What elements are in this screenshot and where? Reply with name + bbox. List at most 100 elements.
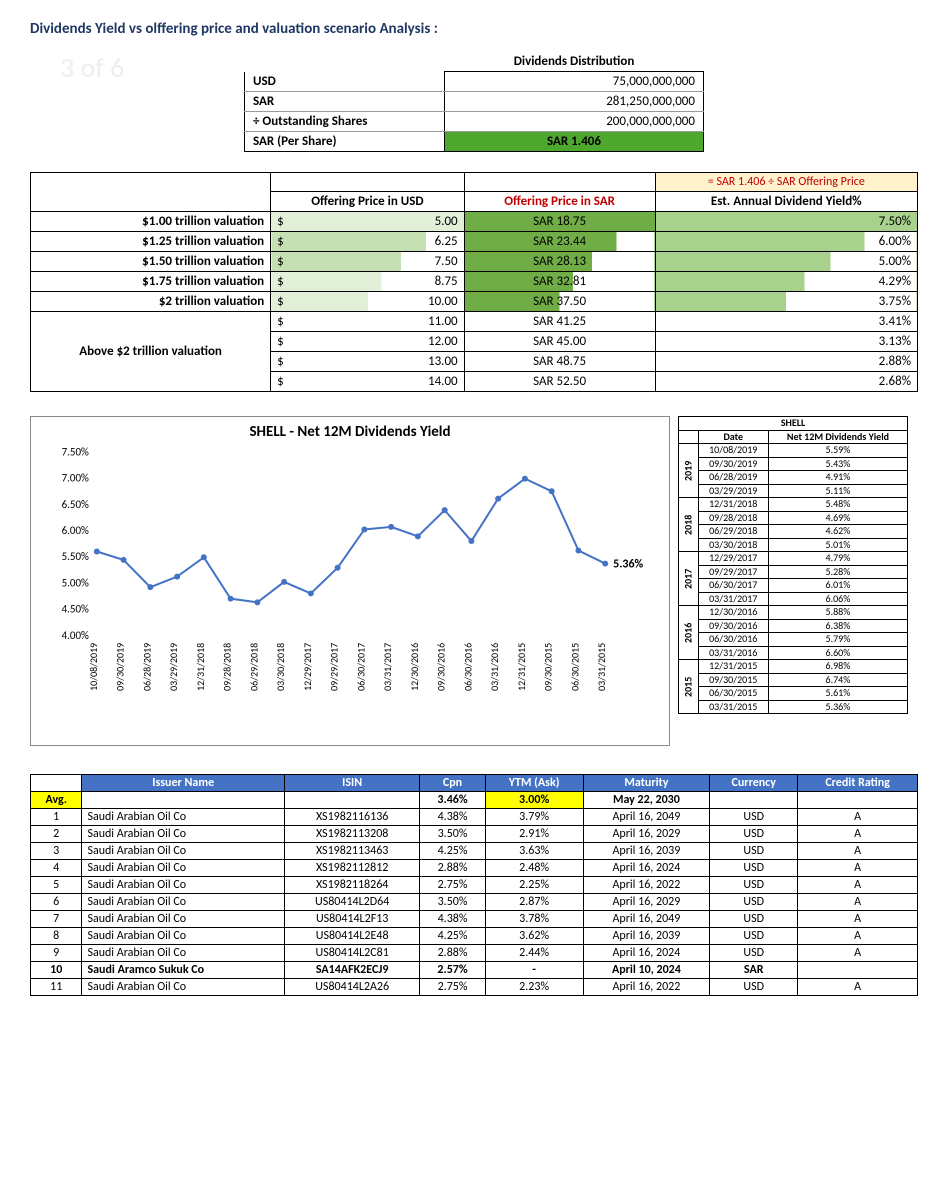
bond-cpn: 2.57% xyxy=(420,962,485,979)
bond-cpn: 2.88% xyxy=(420,945,485,962)
scenario-yield: 4.29% xyxy=(655,272,917,292)
bond-issuer: Saudi Arabian Oil Co xyxy=(82,826,285,843)
shell-col-yield: Net 12M Dividends Yield xyxy=(768,430,907,444)
scenario-yield: 3.13% xyxy=(655,332,917,352)
scenario-usd: $10.00 xyxy=(271,292,464,312)
bond-ccy: USD xyxy=(710,877,798,894)
svg-text:4.00%: 4.00% xyxy=(62,629,89,642)
bond-cpn: 2.75% xyxy=(420,877,485,894)
bond-maturity: April 16, 2029 xyxy=(583,826,710,843)
shell-yield: 5.01% xyxy=(768,538,907,552)
bond-issuer: Saudi Arabian Oil Co xyxy=(82,928,285,945)
col-sar: Offering Price in SAR xyxy=(464,192,655,212)
bond-ccy: USD xyxy=(710,894,798,911)
scenario-yield: 6.00% xyxy=(655,232,917,252)
bond-issuer: Saudi Arabian Oil Co xyxy=(82,860,285,877)
dividends-distribution-table: Dividends Distribution USD 75,000,000,00… xyxy=(244,52,704,152)
bond-maturity: April 16, 2024 xyxy=(583,860,710,877)
bond-rating: A xyxy=(798,877,918,894)
scenario-sar: SAR 52.50 xyxy=(464,372,655,392)
shell-year: 2015 xyxy=(679,660,699,714)
svg-text:12/29/2017: 12/29/2017 xyxy=(302,643,314,691)
shell-yield: 6.74% xyxy=(768,673,907,687)
bond-maturity: April 16, 2024 xyxy=(583,945,710,962)
scenario-usd: $7.50 xyxy=(271,252,464,272)
scenario-note: = SAR 1.406 ÷ SAR Offering Price xyxy=(655,173,917,192)
svg-text:7.00%: 7.00% xyxy=(62,472,89,485)
col-usd: Offering Price in USD xyxy=(271,192,464,212)
bond-maturity: April 16, 2039 xyxy=(583,843,710,860)
shell-date: 03/29/2019 xyxy=(698,484,768,498)
shell-date: 03/31/2016 xyxy=(698,646,768,660)
bond-avg-cpn: 3.46% xyxy=(420,792,485,809)
bond-index: 5 xyxy=(31,877,82,894)
svg-text:03/31/2015: 03/31/2015 xyxy=(596,643,608,691)
scenario-table: = SAR 1.406 ÷ SAR Offering Price Offerin… xyxy=(30,172,918,392)
bond-cpn: 2.75% xyxy=(420,979,485,996)
shell-date: 09/30/2015 xyxy=(698,673,768,687)
shell-date: 09/30/2019 xyxy=(698,457,768,471)
shell-date: 03/31/2015 xyxy=(698,700,768,714)
scenario-yield: 3.41% xyxy=(655,312,917,332)
svg-text:5.36%: 5.36% xyxy=(613,558,643,572)
shell-chart: SHELL - Net 12M Dividends Yield 7.50%7.0… xyxy=(30,416,670,746)
bond-isin: XS1982116136 xyxy=(285,809,420,826)
bond-issuer: Saudi Arabian Oil Co xyxy=(82,894,285,911)
svg-text:03/31/2017: 03/31/2017 xyxy=(382,643,394,691)
scenario-label: $1.00 trillion valuation xyxy=(31,212,271,232)
shell-yield: 6.38% xyxy=(768,619,907,633)
shell-yield: 5.48% xyxy=(768,498,907,512)
shell-yield: 5.28% xyxy=(768,565,907,579)
svg-text:03/29/2019: 03/29/2019 xyxy=(168,643,180,691)
bond-isin: XS1982113463 xyxy=(285,843,420,860)
bond-ytm: 2.23% xyxy=(485,979,583,996)
bond-index: 3 xyxy=(31,843,82,860)
bond-isin: US80414L2D64 xyxy=(285,894,420,911)
bond-cpn: 2.88% xyxy=(420,860,485,877)
bond-issuer: Saudi Arabian Oil Co xyxy=(82,877,285,894)
div-dist-value: 200,000,000,000 xyxy=(445,112,704,132)
bond-col: Issuer Name xyxy=(82,775,285,792)
svg-text:6.50%: 6.50% xyxy=(62,498,89,511)
bond-index: 11 xyxy=(31,979,82,996)
div-dist-value: 281,250,000,000 xyxy=(445,92,704,112)
shell-date: 09/30/2016 xyxy=(698,619,768,633)
shell-date: 12/31/2018 xyxy=(698,498,768,512)
shell-date: 10/08/2019 xyxy=(698,444,768,458)
svg-text:06/30/2016: 06/30/2016 xyxy=(462,643,474,691)
bond-col: Credit Rating xyxy=(798,775,918,792)
div-dist-header: Dividends Distribution xyxy=(445,52,704,72)
bond-ytm: 2.25% xyxy=(485,877,583,894)
bond-ytm: 2.87% xyxy=(485,894,583,911)
shell-yield: 6.01% xyxy=(768,579,907,593)
bond-cpn: 4.38% xyxy=(420,809,485,826)
bond-cpn: 4.38% xyxy=(420,911,485,928)
svg-text:06/30/2017: 06/30/2017 xyxy=(355,643,367,691)
div-dist-label: SAR xyxy=(245,92,445,112)
shell-col-date: Date xyxy=(698,430,768,444)
svg-text:12/31/2015: 12/31/2015 xyxy=(516,643,528,691)
scenario-label: $1.25 trillion valuation xyxy=(31,232,271,252)
shell-yield: 6.98% xyxy=(768,660,907,674)
bond-maturity: April 16, 2039 xyxy=(583,928,710,945)
shell-date: 09/28/2018 xyxy=(698,511,768,525)
shell-yield: 4.69% xyxy=(768,511,907,525)
bond-maturity: April 16, 2022 xyxy=(583,877,710,894)
bond-index: 4 xyxy=(31,860,82,877)
bond-ccy: USD xyxy=(710,860,798,877)
bond-cpn: 4.25% xyxy=(420,843,485,860)
page-title: Dividends Yield vs olffering price and v… xyxy=(30,20,918,38)
bond-cpn: 3.50% xyxy=(420,894,485,911)
above-label: Above $2 trillion valuation xyxy=(31,312,271,392)
bond-col: Cpn xyxy=(420,775,485,792)
shell-yield: 5.43% xyxy=(768,457,907,471)
shell-date: 06/30/2017 xyxy=(698,579,768,593)
bond-col: Currency xyxy=(710,775,798,792)
scenario-label: $1.50 trillion valuation xyxy=(31,252,271,272)
scenario-usd: $13.00 xyxy=(271,352,464,372)
scenario-sar: SAR 41.25 xyxy=(464,312,655,332)
per-share-label: SAR (Per Share) xyxy=(245,132,445,152)
scenario-yield: 7.50% xyxy=(655,212,917,232)
scenario-yield: 2.88% xyxy=(655,352,917,372)
bond-cpn: 3.50% xyxy=(420,826,485,843)
